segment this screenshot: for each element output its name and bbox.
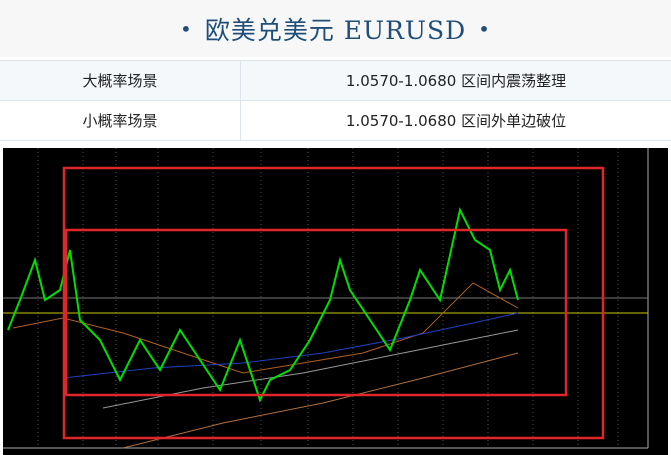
price-chart-image [3, 148, 668, 455]
cell: 大概率场景 [0, 60, 241, 101]
title: 欧美兑美元 EURUSD [204, 15, 467, 45]
cell: 1.0570-1.0680 区间外单边破位 [240, 100, 671, 141]
cell: 小概率场景 [0, 100, 241, 141]
row: 大概率场景 1.0570-1.0680 区间内震荡整理 [0, 60, 671, 101]
cell: 1.0570-1.0680 区间内震荡整理 [240, 60, 671, 101]
row: 小概率场景 1.0570-1.0680 区间外单边破位 [0, 100, 671, 141]
header: • 欧美兑美元 EURUSD • [0, 0, 671, 57]
scenario-table: 大概率场景 1.0570-1.0680 区间内震荡整理 小概率场景 1.0570-1… [0, 60, 671, 141]
